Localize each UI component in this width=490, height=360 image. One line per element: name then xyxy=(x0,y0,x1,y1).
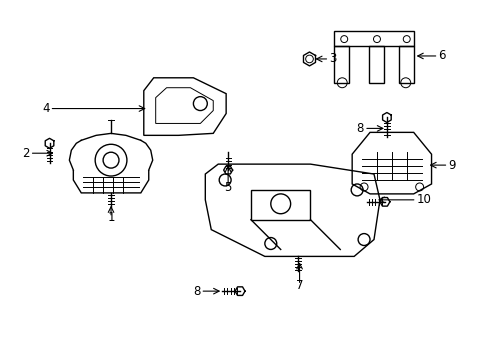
Text: 8: 8 xyxy=(357,122,364,135)
Text: 2: 2 xyxy=(22,147,30,160)
Text: 8: 8 xyxy=(193,285,200,298)
Text: 6: 6 xyxy=(439,49,446,63)
Text: 10: 10 xyxy=(416,193,432,206)
Text: 4: 4 xyxy=(42,102,49,115)
Text: 3: 3 xyxy=(329,53,337,66)
Text: 9: 9 xyxy=(448,159,456,172)
Text: 5: 5 xyxy=(224,181,232,194)
Text: 1: 1 xyxy=(107,211,115,224)
Text: 7: 7 xyxy=(296,279,303,292)
